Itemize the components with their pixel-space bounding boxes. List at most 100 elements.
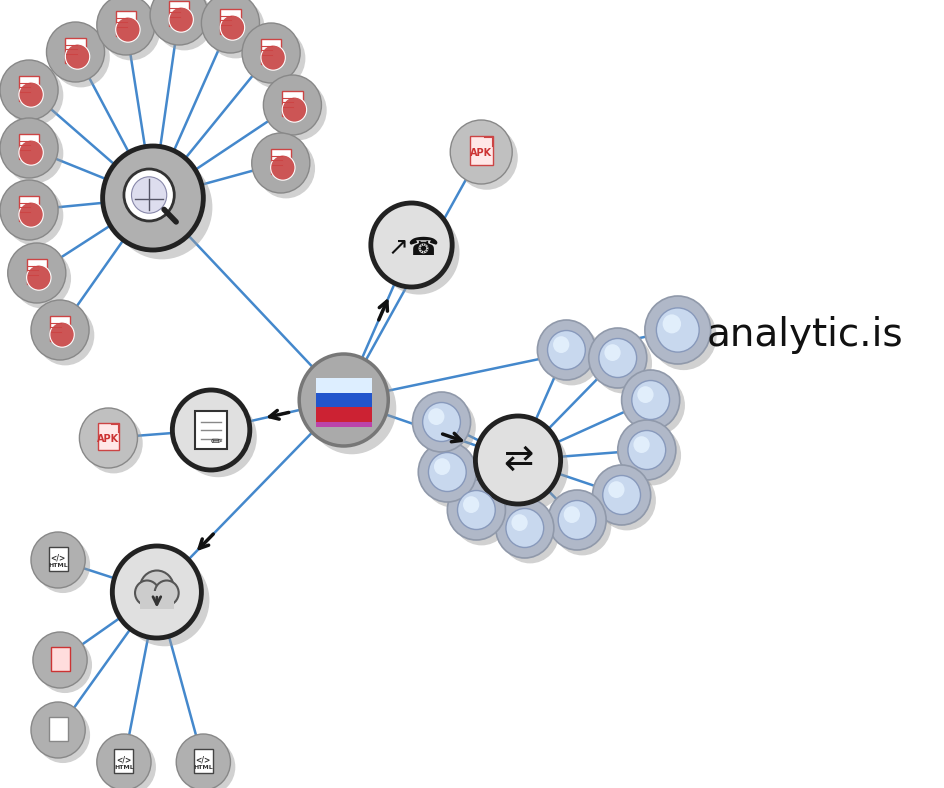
Bar: [65, 38, 86, 64]
Circle shape: [447, 480, 505, 540]
Circle shape: [548, 490, 605, 550]
Circle shape: [598, 470, 655, 530]
Circle shape: [179, 397, 257, 478]
Text: analytic.is: analytic.is: [706, 316, 902, 354]
Circle shape: [511, 515, 527, 531]
Circle shape: [220, 15, 244, 40]
Circle shape: [0, 60, 58, 120]
Circle shape: [257, 139, 314, 199]
Text: HTML: HTML: [48, 563, 68, 567]
Circle shape: [19, 202, 43, 227]
Bar: [19, 76, 39, 102]
Circle shape: [496, 498, 553, 558]
Circle shape: [8, 243, 66, 303]
Circle shape: [6, 65, 63, 125]
Circle shape: [422, 403, 460, 441]
Circle shape: [172, 390, 249, 470]
Bar: [48, 717, 68, 741]
Circle shape: [449, 120, 512, 184]
Text: </>: </>: [195, 755, 211, 764]
Circle shape: [6, 124, 63, 184]
Circle shape: [608, 481, 624, 498]
Bar: [97, 423, 119, 450]
Bar: [26, 259, 47, 284]
Circle shape: [632, 437, 649, 453]
Circle shape: [370, 203, 451, 287]
Circle shape: [31, 300, 89, 360]
Circle shape: [412, 392, 470, 452]
Circle shape: [247, 28, 305, 88]
Circle shape: [622, 426, 681, 485]
Circle shape: [0, 180, 58, 240]
Bar: [469, 136, 493, 165]
Bar: [50, 647, 70, 671]
Circle shape: [19, 140, 43, 165]
Circle shape: [457, 490, 495, 530]
Circle shape: [433, 458, 449, 475]
Circle shape: [598, 339, 636, 377]
Bar: [315, 422, 371, 426]
Circle shape: [103, 146, 203, 250]
Circle shape: [36, 537, 90, 593]
Circle shape: [604, 344, 620, 361]
Circle shape: [36, 306, 94, 366]
Circle shape: [627, 430, 665, 470]
Circle shape: [102, 1, 160, 61]
Circle shape: [120, 554, 210, 646]
Circle shape: [176, 734, 230, 788]
Bar: [315, 392, 371, 407]
Circle shape: [251, 133, 310, 193]
Circle shape: [52, 28, 110, 87]
Bar: [315, 378, 371, 392]
Text: ↗☎: ↗☎: [387, 236, 439, 260]
Text: APK: APK: [470, 148, 492, 158]
Bar: [315, 407, 371, 422]
Circle shape: [201, 0, 260, 53]
Circle shape: [242, 23, 300, 83]
Circle shape: [79, 408, 137, 468]
Text: </>: </>: [50, 553, 66, 562]
Circle shape: [656, 308, 699, 352]
Bar: [194, 749, 212, 773]
Circle shape: [131, 177, 166, 214]
Circle shape: [299, 354, 388, 446]
Circle shape: [36, 707, 90, 763]
Circle shape: [140, 571, 174, 605]
Circle shape: [33, 632, 87, 688]
Circle shape: [455, 126, 517, 190]
Bar: [114, 749, 133, 773]
Circle shape: [31, 702, 85, 758]
Circle shape: [650, 302, 716, 370]
Circle shape: [423, 448, 481, 507]
Circle shape: [96, 734, 151, 788]
Circle shape: [418, 442, 476, 502]
Circle shape: [602, 475, 640, 515]
Circle shape: [46, 22, 105, 82]
Bar: [261, 39, 281, 65]
Circle shape: [270, 155, 295, 180]
Circle shape: [542, 325, 600, 385]
Circle shape: [452, 485, 510, 545]
Circle shape: [31, 532, 85, 588]
Circle shape: [588, 328, 646, 388]
Circle shape: [662, 314, 681, 333]
Circle shape: [19, 82, 43, 107]
Text: ✏: ✏: [211, 435, 223, 449]
Circle shape: [282, 97, 306, 122]
Circle shape: [261, 45, 285, 70]
Circle shape: [26, 265, 51, 290]
Circle shape: [428, 452, 465, 492]
Circle shape: [38, 637, 92, 693]
Circle shape: [417, 397, 475, 457]
Circle shape: [505, 508, 543, 548]
Circle shape: [378, 210, 459, 295]
Circle shape: [482, 424, 567, 512]
Circle shape: [644, 296, 710, 364]
Bar: [48, 547, 68, 571]
Circle shape: [50, 322, 75, 348]
Bar: [282, 91, 302, 117]
Circle shape: [96, 0, 155, 55]
Circle shape: [169, 7, 194, 32]
Circle shape: [135, 581, 159, 605]
Circle shape: [617, 420, 675, 480]
